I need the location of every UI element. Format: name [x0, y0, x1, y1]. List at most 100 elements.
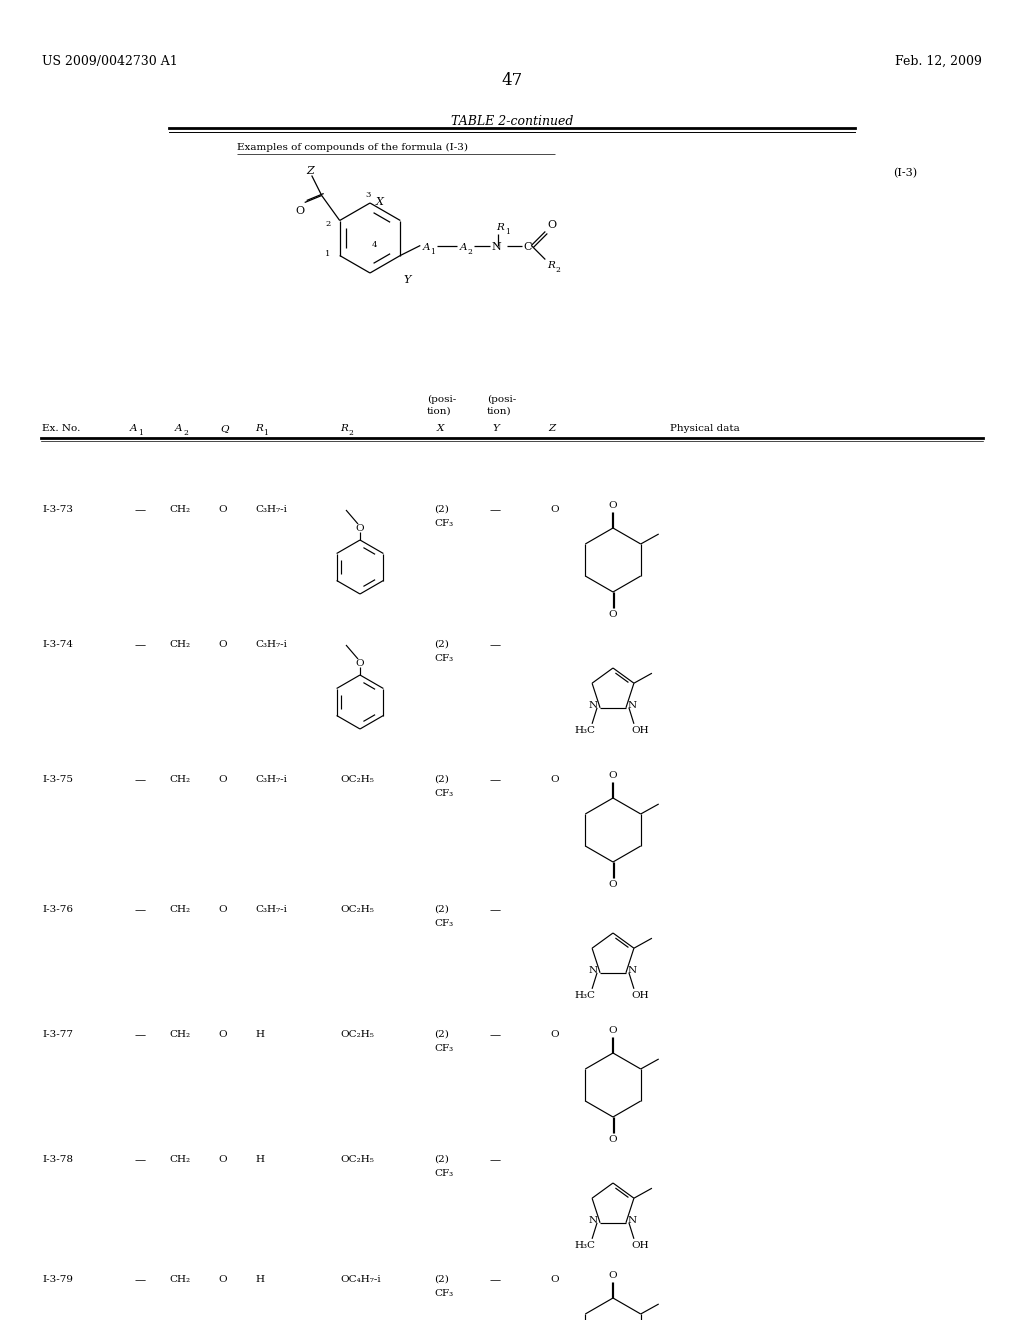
Text: N: N [628, 966, 637, 975]
Text: I-3-73: I-3-73 [42, 506, 73, 513]
Text: H₃C: H₃C [574, 1241, 595, 1250]
Text: CF₃: CF₃ [434, 789, 454, 799]
Text: Y: Y [403, 275, 411, 285]
Text: O: O [219, 1155, 227, 1164]
Text: CF₃: CF₃ [434, 1044, 454, 1053]
Text: N: N [589, 1216, 598, 1225]
Text: C: C [523, 243, 531, 252]
Text: 4: 4 [372, 242, 378, 249]
Text: (I-3): (I-3) [893, 168, 918, 178]
Text: O: O [219, 1275, 227, 1284]
Text: I-3-76: I-3-76 [42, 906, 73, 913]
Text: —: — [134, 1155, 145, 1166]
Text: CF₃: CF₃ [434, 1290, 454, 1298]
Text: O: O [355, 659, 365, 668]
Text: 1: 1 [325, 249, 331, 257]
Text: H₃C: H₃C [574, 991, 595, 999]
Text: C₃H₇-i: C₃H₇-i [255, 775, 287, 784]
Text: N: N [589, 701, 598, 710]
Text: 3: 3 [365, 191, 371, 199]
Text: CF₃: CF₃ [434, 653, 454, 663]
Text: R: R [497, 223, 504, 231]
Text: TABLE 2-continued: TABLE 2-continued [451, 115, 573, 128]
Text: Feb. 12, 2009: Feb. 12, 2009 [895, 55, 982, 69]
Text: O: O [550, 506, 559, 513]
Text: I-3-74: I-3-74 [42, 640, 73, 649]
Text: O: O [608, 1135, 617, 1144]
Text: Examples of compounds of the formula (I-3): Examples of compounds of the formula (I-… [237, 143, 468, 152]
Text: —: — [134, 775, 145, 785]
Text: 2: 2 [325, 220, 331, 228]
Text: —: — [134, 1030, 145, 1040]
Text: O: O [219, 506, 227, 513]
Text: —: — [489, 1030, 501, 1040]
Text: X: X [437, 424, 444, 433]
Text: O: O [219, 906, 227, 913]
Text: H: H [255, 1275, 264, 1284]
Text: CH₂: CH₂ [169, 1275, 190, 1284]
Text: (2): (2) [434, 1155, 449, 1164]
Text: H: H [255, 1155, 264, 1164]
Text: OC₄H₇-i: OC₄H₇-i [340, 1275, 381, 1284]
Text: —: — [134, 506, 145, 515]
Text: OH: OH [631, 1241, 648, 1250]
Text: R: R [255, 424, 263, 433]
Text: CH₂: CH₂ [169, 775, 190, 784]
Text: O: O [608, 1026, 617, 1035]
Text: CH₂: CH₂ [169, 906, 190, 913]
Text: A: A [460, 243, 467, 252]
Text: CH₂: CH₂ [169, 1155, 190, 1164]
Text: CF₃: CF₃ [434, 519, 454, 528]
Text: —: — [489, 640, 501, 649]
Text: CF₃: CF₃ [434, 919, 454, 928]
Text: C₃H₇-i: C₃H₇-i [255, 906, 287, 913]
Text: O: O [608, 502, 617, 510]
Text: —: — [489, 506, 501, 515]
Text: —: — [134, 640, 145, 649]
Text: OH: OH [631, 991, 648, 999]
Text: R: R [547, 261, 555, 271]
Text: 47: 47 [502, 73, 522, 88]
Text: I-3-78: I-3-78 [42, 1155, 73, 1164]
Text: (2): (2) [434, 1030, 449, 1039]
Text: CF₃: CF₃ [434, 1170, 454, 1177]
Text: C₃H₇-i: C₃H₇-i [255, 506, 287, 513]
Text: CH₂: CH₂ [169, 1030, 190, 1039]
Text: O: O [547, 219, 556, 230]
Text: A: A [422, 243, 430, 252]
Text: O: O [219, 775, 227, 784]
Text: 2: 2 [467, 248, 472, 256]
Text: I-3-75: I-3-75 [42, 775, 73, 784]
Text: (posi-: (posi- [427, 395, 457, 404]
Text: O: O [219, 640, 227, 649]
Text: (2): (2) [434, 640, 449, 649]
Text: tion): tion) [487, 407, 512, 416]
Text: O: O [355, 524, 365, 533]
Text: Ex. No.: Ex. No. [42, 424, 80, 433]
Text: Physical data: Physical data [670, 424, 739, 433]
Text: 2: 2 [183, 429, 187, 437]
Text: 1: 1 [430, 248, 435, 256]
Text: 1: 1 [505, 227, 510, 235]
Text: (2): (2) [434, 775, 449, 784]
Text: N: N [589, 966, 598, 975]
Text: (2): (2) [434, 1275, 449, 1284]
Text: (2): (2) [434, 506, 449, 513]
Text: 1: 1 [138, 429, 143, 437]
Text: —: — [134, 1275, 145, 1284]
Text: H₃C: H₃C [574, 726, 595, 735]
Text: O: O [550, 1275, 559, 1284]
Text: A: A [130, 424, 137, 433]
Text: N: N [628, 701, 637, 710]
Text: I-3-77: I-3-77 [42, 1030, 73, 1039]
Text: O: O [550, 775, 559, 784]
Text: tion): tion) [427, 407, 452, 416]
Text: (2): (2) [434, 906, 449, 913]
Text: —: — [489, 775, 501, 785]
Text: N: N [628, 1216, 637, 1225]
Text: OH: OH [631, 726, 648, 735]
Text: R: R [340, 424, 348, 433]
Text: O: O [219, 1030, 227, 1039]
Text: OC₂H₅: OC₂H₅ [340, 906, 374, 913]
Text: —: — [489, 1155, 501, 1166]
